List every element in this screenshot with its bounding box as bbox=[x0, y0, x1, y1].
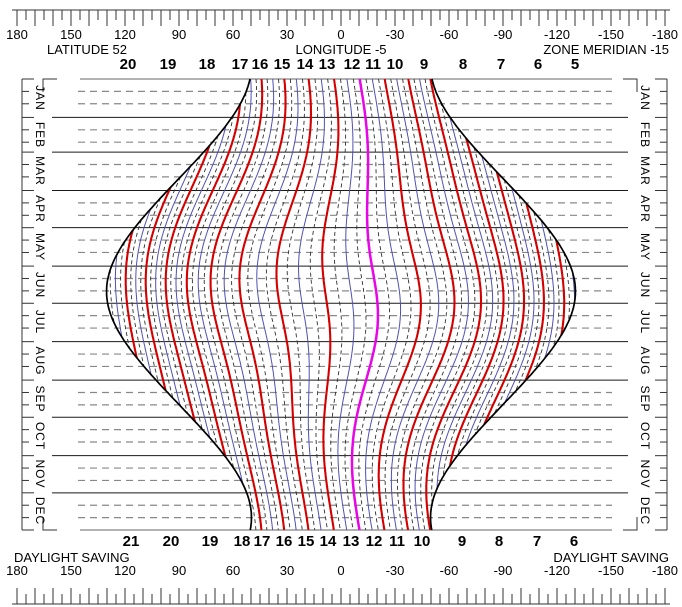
month-label: JAN bbox=[638, 85, 652, 112]
month-label: DEC bbox=[33, 497, 47, 526]
hour-label: 11 bbox=[365, 56, 381, 73]
hour-label: 17 bbox=[231, 56, 249, 73]
month-label: JUN bbox=[33, 271, 47, 298]
hour-label: 14 bbox=[296, 56, 314, 73]
degree-label: -90 bbox=[493, 563, 513, 578]
degree-label: 120 bbox=[114, 563, 136, 578]
degree-label: 60 bbox=[225, 27, 241, 42]
hour-label: 12 bbox=[365, 533, 383, 550]
hour-label: 21 bbox=[122, 533, 140, 550]
daylight-saving-label-right: DAYLIGHT SAVING bbox=[553, 550, 669, 565]
month-label: NOV bbox=[638, 459, 652, 489]
month-label: JUL bbox=[638, 310, 652, 335]
hour-label: 9 bbox=[457, 533, 467, 550]
degree-label: -120 bbox=[543, 563, 571, 578]
hour-label: 13 bbox=[318, 56, 336, 73]
degree-label: 60 bbox=[225, 563, 241, 578]
hour-label: 7 bbox=[496, 56, 506, 73]
month-label: APR bbox=[33, 195, 47, 223]
degree-label: 120 bbox=[114, 27, 136, 42]
hour-label: 12 bbox=[343, 56, 361, 73]
month-label: MAR bbox=[33, 156, 47, 187]
month-label: JUL bbox=[33, 310, 47, 335]
degree-label: 0 bbox=[337, 563, 345, 578]
hour-label: 15 bbox=[273, 56, 291, 73]
hour-label: 6 bbox=[569, 533, 579, 550]
degree-label: -60 bbox=[439, 27, 459, 42]
hour-label: 18 bbox=[198, 56, 216, 73]
degree-label: -30 bbox=[385, 27, 405, 42]
hour-label: 10 bbox=[413, 533, 431, 550]
month-label: OCT bbox=[638, 422, 652, 451]
degree-label: -120 bbox=[543, 27, 571, 42]
month-label: AUG bbox=[638, 346, 652, 376]
hour-label: 10 bbox=[386, 56, 404, 73]
hour-label: 19 bbox=[159, 56, 177, 73]
hour-label: 16 bbox=[251, 56, 269, 73]
degree-label: 90 bbox=[171, 563, 187, 578]
hour-label: 8 bbox=[494, 533, 504, 550]
hour-label: 19 bbox=[201, 533, 219, 550]
month-label: OCT bbox=[33, 422, 47, 451]
month-label: MAY bbox=[33, 232, 47, 261]
degree-label: 180 bbox=[6, 27, 28, 42]
month-label: SEP bbox=[33, 385, 47, 413]
month-label: NOV bbox=[33, 459, 47, 489]
month-label: MAR bbox=[638, 156, 652, 187]
latitude-label: LATITUDE 52 bbox=[47, 42, 127, 57]
month-label: MAY bbox=[638, 232, 652, 261]
degree-label: -60 bbox=[439, 563, 459, 578]
month-label: JUN bbox=[638, 271, 652, 298]
degree-label: -180 bbox=[651, 563, 679, 578]
hour-label: 20 bbox=[119, 56, 137, 73]
degree-label: 30 bbox=[279, 563, 295, 578]
hour-label: 7 bbox=[532, 533, 542, 550]
hour-label: 16 bbox=[275, 533, 293, 550]
degree-label: -30 bbox=[385, 563, 405, 578]
degree-label: -150 bbox=[597, 27, 625, 42]
zone-meridian-label: ZONE MERIDIAN -15 bbox=[543, 42, 669, 57]
hour-label: 13 bbox=[342, 533, 360, 550]
degree-label: 90 bbox=[171, 27, 187, 42]
degree-label: 0 bbox=[337, 27, 345, 42]
hour-label: 11 bbox=[389, 533, 405, 550]
hour-label: 15 bbox=[297, 533, 315, 550]
month-label: SEP bbox=[638, 385, 652, 413]
degree-label: 150 bbox=[60, 27, 82, 42]
month-label: AUG bbox=[33, 346, 47, 376]
hour-label: 18 bbox=[233, 533, 251, 550]
longitude-label: LONGITUDE -5 bbox=[295, 42, 387, 57]
degree-label: -150 bbox=[597, 563, 625, 578]
hour-label: 17 bbox=[253, 533, 271, 550]
month-label: FEB bbox=[638, 121, 652, 148]
hour-label: 14 bbox=[319, 533, 337, 550]
degree-label: 150 bbox=[60, 563, 82, 578]
month-label: DEC bbox=[638, 497, 652, 526]
degree-label: -90 bbox=[493, 27, 513, 42]
hour-label: 6 bbox=[533, 56, 543, 73]
degree-label: 30 bbox=[279, 27, 295, 42]
hour-label: 8 bbox=[458, 56, 468, 73]
degree-label: -180 bbox=[651, 27, 679, 42]
hour-label: 5 bbox=[570, 56, 580, 73]
month-label: FEB bbox=[33, 121, 47, 148]
month-label: JAN bbox=[33, 85, 47, 112]
degree-label: 180 bbox=[6, 563, 28, 578]
hour-label: 20 bbox=[162, 533, 180, 550]
month-label: APR bbox=[638, 195, 652, 223]
daylight-saving-label-left: DAYLIGHT SAVING bbox=[14, 550, 130, 565]
hour-label: 9 bbox=[419, 56, 429, 73]
